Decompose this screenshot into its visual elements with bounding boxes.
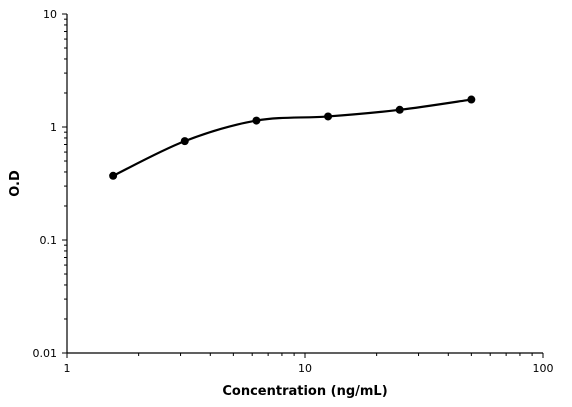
data-point bbox=[180, 137, 189, 146]
y-tick-label: 0.1 bbox=[40, 234, 58, 247]
y-tick-label: 0.01 bbox=[33, 347, 58, 360]
x-axis-title: Concentration (ng/mL) bbox=[222, 384, 387, 399]
x-tick-label: 10 bbox=[298, 362, 312, 375]
data-point bbox=[109, 171, 118, 180]
y-axis-ticks: 0.01 0.1 1 10 bbox=[33, 8, 67, 360]
y-tick-label: 1 bbox=[50, 121, 57, 134]
x-axis-ticks: 1 10 100 bbox=[64, 353, 554, 375]
data-points bbox=[109, 95, 476, 180]
data-point bbox=[324, 112, 333, 121]
series-line bbox=[112, 98, 472, 177]
plot-area: 1 10 100 0.01 0.1 1 10 bbox=[33, 8, 554, 375]
data-point bbox=[395, 105, 404, 114]
y-tick-label: 10 bbox=[43, 8, 57, 21]
data-point bbox=[467, 95, 476, 104]
x-tick-label: 100 bbox=[533, 362, 554, 375]
y-axis-title: O.D bbox=[8, 170, 23, 197]
data-point bbox=[252, 116, 261, 125]
x-tick-label: 1 bbox=[64, 362, 71, 375]
